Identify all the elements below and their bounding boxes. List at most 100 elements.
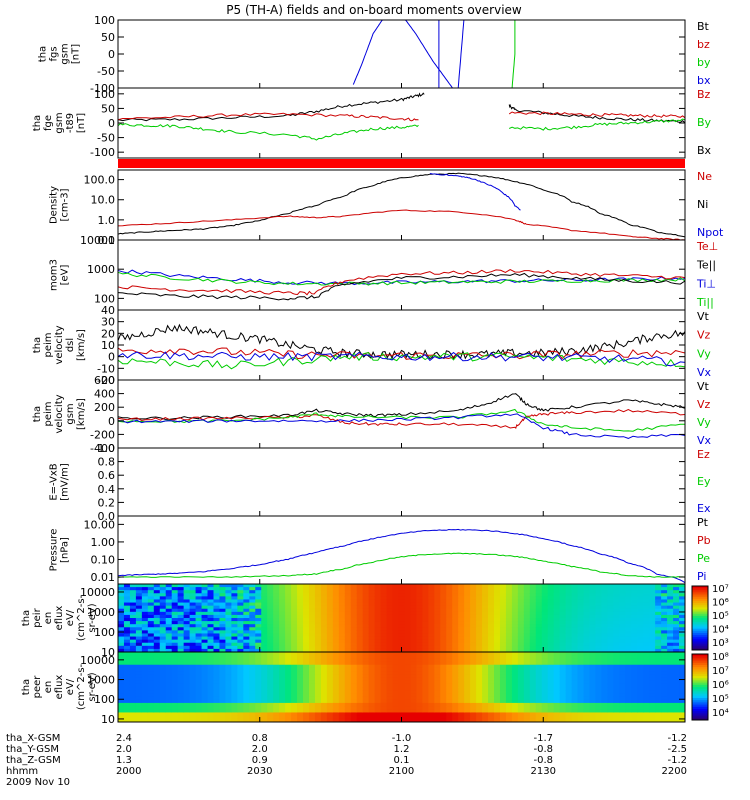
spectrogram-cell <box>338 652 346 656</box>
panel-frame <box>117 447 686 517</box>
spectrogram-cell <box>452 702 459 707</box>
spectrogram-cell <box>147 639 155 644</box>
spectrogram-cell <box>464 715 471 720</box>
spectrogram-cell <box>625 696 632 701</box>
legend-entry: Bz <box>697 88 711 101</box>
spectrogram-cell <box>320 639 328 644</box>
spectrogram-cell <box>243 611 250 616</box>
spectrogram-cell <box>619 677 626 682</box>
spectrogram-cell <box>631 587 638 591</box>
spectrogram-cell <box>655 680 662 685</box>
spectrogram-cell <box>201 593 209 597</box>
spectrogram-cell <box>147 655 155 659</box>
spectrogram-cell <box>165 618 173 622</box>
colorbar-step <box>692 680 708 684</box>
spectrogram-cell <box>308 658 316 663</box>
spectrogram-cell <box>625 652 632 656</box>
spectrogram-cell <box>350 645 358 650</box>
spectrogram-cell <box>523 630 531 634</box>
spectrogram-cell <box>595 693 602 698</box>
spectrogram-cell <box>637 611 644 616</box>
spectrogram-cell <box>380 652 388 656</box>
spectrogram-cell <box>231 630 238 634</box>
colorbar-step <box>692 711 708 714</box>
spectrogram-cell <box>637 602 644 607</box>
spectrogram-cell <box>213 584 220 588</box>
spectrogram-cell <box>595 596 602 600</box>
spectrogram-cell <box>470 611 477 616</box>
spectrogram-cell <box>219 590 226 594</box>
spectrogram-cell <box>237 702 244 707</box>
spectrogram-cell <box>135 642 143 647</box>
spectrogram-cell <box>171 590 179 594</box>
spectrogram-cell <box>141 624 149 628</box>
spectrogram-cell <box>123 652 131 656</box>
spectrogram-cell <box>619 699 626 704</box>
spectrogram-cell <box>362 602 370 607</box>
spectrogram-cell <box>374 677 382 682</box>
spectrogram-cell <box>147 664 155 669</box>
spectrogram-cell <box>267 611 274 616</box>
spectrogram-cell <box>147 677 155 682</box>
spectrogram-cell <box>171 671 179 675</box>
spectrogram-cell <box>601 630 608 634</box>
spectrogram-cell <box>643 706 650 710</box>
spectrogram-cell <box>559 709 567 713</box>
spectrogram-cell <box>398 599 405 604</box>
spectrogram-cell <box>613 596 620 600</box>
spectrogram-cell <box>422 712 429 717</box>
spectrogram-cell <box>655 596 662 600</box>
spectrogram-cell <box>118 593 125 597</box>
spectrogram-cell <box>505 596 513 600</box>
spectrogram-cell <box>374 621 382 625</box>
spectrogram-cell <box>118 642 125 647</box>
spectrogram-cell <box>159 639 167 644</box>
spectrogram-cell <box>159 624 167 628</box>
spectrogram-cell <box>577 677 585 682</box>
spectrogram-cell <box>231 712 238 717</box>
spectrogram-cell <box>541 602 549 607</box>
spectrogram-cell <box>344 687 352 691</box>
spectrogram-cell <box>207 593 214 597</box>
spectrogram-cell <box>541 667 549 672</box>
spectrogram-cell <box>535 624 543 628</box>
spectrogram-cell <box>177 624 185 628</box>
spectrogram-cell <box>404 608 411 613</box>
spectrogram-cell <box>589 645 596 650</box>
spectrogram-cell <box>601 648 608 653</box>
spectrogram-cell <box>494 596 501 600</box>
spectrogram-cell <box>249 587 256 591</box>
spectrogram-cell <box>243 584 250 588</box>
spectrogram-cell <box>249 608 256 613</box>
spectrogram-cell <box>183 699 191 704</box>
spectrogram-cell <box>458 661 465 666</box>
spectrogram-cell <box>631 709 638 713</box>
spectrogram-cell <box>273 624 280 628</box>
spectrogram-cell <box>416 633 423 638</box>
spectrogram-cell <box>661 667 668 672</box>
spectrogram-cell <box>350 690 358 694</box>
spectrogram-cell <box>273 599 280 604</box>
spectrogram-cell <box>529 712 537 717</box>
spectrogram-cell <box>446 712 453 717</box>
spectrogram-cell <box>655 693 662 698</box>
spectrogram-cell <box>368 674 376 678</box>
spectrogram-cell <box>135 712 143 717</box>
spectrogram-cell <box>308 596 316 600</box>
spectrogram-cell <box>476 648 483 653</box>
spectrogram-cell <box>529 621 537 625</box>
spectrogram-cell <box>547 590 555 594</box>
y-axis-label: (cm^2-s- <box>76 594 87 641</box>
spectrogram-cell <box>279 690 286 694</box>
spectrogram-cell <box>613 652 620 656</box>
spectrogram-cell <box>446 652 453 656</box>
spectrogram-cell <box>679 584 686 588</box>
spectrogram-cell <box>201 642 209 647</box>
spectrogram-cell <box>416 699 423 704</box>
spectrogram-cell <box>201 677 209 682</box>
series-Vz-line <box>117 408 686 429</box>
spectrogram-cell <box>422 624 429 628</box>
spectrogram-cell <box>123 614 131 619</box>
spectrogram-cell <box>649 671 656 675</box>
